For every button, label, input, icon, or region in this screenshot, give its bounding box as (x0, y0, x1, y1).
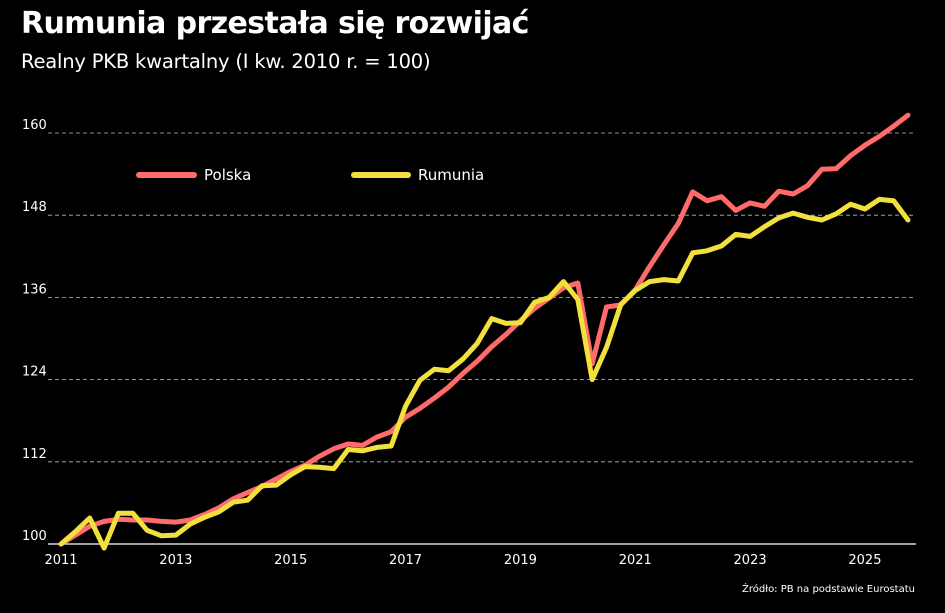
gridlines (48, 132, 916, 545)
x-tick-label: 2015 (274, 553, 307, 568)
y-tick-label: 112 (22, 447, 47, 462)
x-tick-label: 2023 (734, 553, 767, 568)
y-tick-label: 124 (22, 365, 47, 380)
y-tick-label: 148 (22, 200, 47, 215)
y-tick-label: 100 (22, 529, 47, 544)
x-tick-label: 2019 (504, 553, 537, 568)
legend-label-polska: Polska (204, 166, 251, 184)
series-line-polska (58, 112, 911, 547)
source-note: Źródło: PB na podstawie Eurostatu (742, 584, 915, 595)
x-tick-label: 2017 (389, 553, 422, 568)
legend: Polska Rumunia (136, 166, 484, 184)
series-line-rumunia (58, 196, 911, 551)
x-tick-label: 2025 (848, 553, 881, 568)
y-axis-ticks: 100 112 124 136 148 160 (22, 118, 47, 544)
series-lines (58, 112, 911, 551)
chart-title: Rumunia przestała się rozwijać (21, 6, 529, 41)
x-tick-label: 2013 (159, 553, 192, 568)
chart-subtitle: Realny PKB kwartalny (I kw. 2010 r. = 10… (21, 50, 431, 73)
y-tick-label: 136 (22, 282, 47, 297)
x-tick-label: 2021 (619, 553, 652, 568)
legend-label-rumunia: Rumunia (418, 166, 484, 184)
y-tick-label: 160 (22, 118, 47, 133)
x-axis-ticks: 2011 2013 2015 2017 2019 2021 2023 2025 (44, 553, 881, 568)
x-tick-label: 2011 (44, 553, 77, 568)
